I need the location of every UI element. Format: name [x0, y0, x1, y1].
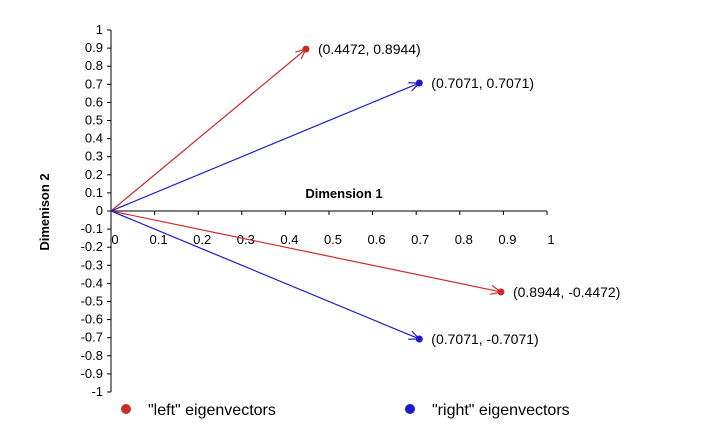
x-tick-label: 0.9 [498, 232, 516, 247]
data-point [497, 288, 505, 296]
y-tick-label: -0.1 [81, 221, 103, 236]
y-tick-label: 0.6 [85, 94, 103, 109]
x-tick-label: 0.8 [455, 232, 473, 247]
data-point [302, 45, 310, 53]
data-point [415, 335, 423, 343]
y-tick-label: -0.4 [81, 275, 103, 290]
y-tick-label: 0.3 [85, 149, 103, 164]
point-label: (0.7071, 0.7071) [431, 75, 534, 91]
data-point [415, 79, 423, 87]
y-axis-title: Dimenison 2 [37, 173, 52, 250]
y-tick-label: 0.8 [85, 58, 103, 73]
x-tick-label: 0.6 [368, 232, 386, 247]
x-tick-label: 0.5 [324, 232, 342, 247]
y-tick-label: -1 [91, 384, 103, 399]
x-tick-label: 0.2 [193, 232, 211, 247]
x-tick-label: 0 [111, 232, 118, 247]
y-tick-label: 0.7 [85, 76, 103, 91]
y-tick-label: -0.5 [81, 294, 103, 309]
y-tick-label: -0.7 [81, 330, 103, 345]
x-tick-label: 0.4 [280, 232, 298, 247]
y-tick-label: 0.4 [85, 131, 103, 146]
y-tick-label: -0.6 [81, 312, 103, 327]
vector-line [110, 210, 420, 340]
legend-marker [405, 404, 415, 414]
y-tick-label: 1 [96, 22, 103, 37]
x-tick-label: 0.1 [150, 232, 168, 247]
y-tick-label: -0.2 [81, 239, 103, 254]
y-tick-label: 0 [96, 203, 103, 218]
legend-marker [121, 404, 131, 414]
legend-label: "left" eigenvectors [148, 402, 276, 419]
vector-line [110, 210, 502, 293]
vector-line [110, 48, 307, 212]
vector-line [110, 82, 420, 212]
point-label: (0.4472, 0.8944) [318, 41, 421, 57]
point-label: (0.7071, -0.7071) [431, 331, 538, 347]
x-tick-label: 1 [547, 232, 554, 247]
y-tick-label: 0.9 [85, 40, 103, 55]
point-label: (0.8944, -0.4472) [513, 284, 620, 300]
y-tick-label: 0.2 [85, 167, 103, 182]
x-axis-title: Dimension 1 [305, 186, 382, 201]
y-tick-label: -0.3 [81, 257, 103, 272]
y-tick-label: -0.8 [81, 348, 103, 363]
y-tick-label: 0.5 [85, 113, 103, 128]
y-tick-label: 0.1 [85, 185, 103, 200]
y-tick-label: -0.9 [81, 366, 103, 381]
legend-label: "right" eigenvectors [432, 402, 570, 419]
x-tick-label: 0.7 [411, 232, 429, 247]
